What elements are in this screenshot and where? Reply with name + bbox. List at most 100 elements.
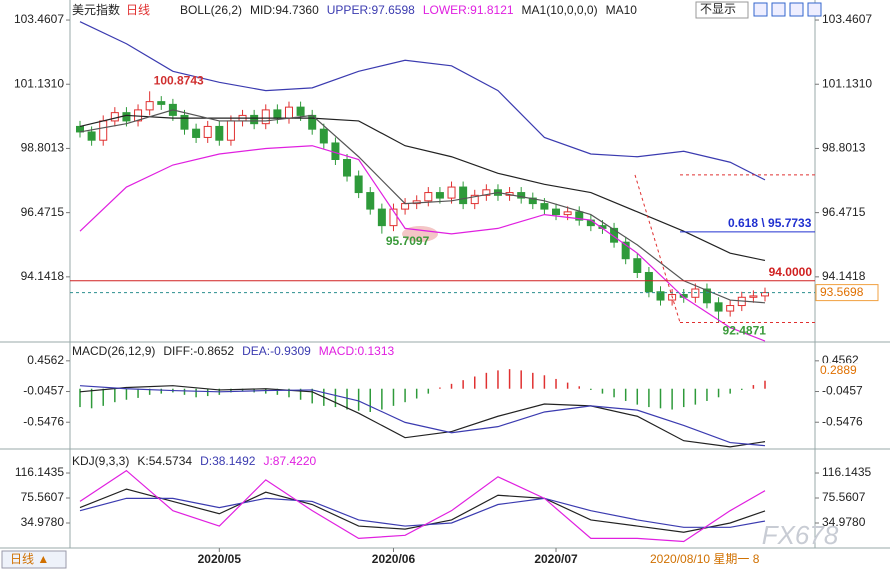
legend-entry: J:87.4220 <box>263 454 316 468</box>
y-tick-label: 75.5607 <box>822 490 866 504</box>
y-tick-label: 101.1310 <box>822 76 872 90</box>
y-tick-label: 75.5607 <box>21 490 65 504</box>
candle-body <box>401 203 410 210</box>
candle-body <box>517 192 526 199</box>
legend-entry: MACD(26,12,9) <box>72 344 155 358</box>
legend-entry: LOWER:91.8121 <box>423 3 514 17</box>
legend-entry: KDJ(9,3,3) <box>72 454 129 468</box>
value-marker: 0.2889 <box>820 363 857 377</box>
dropdown-label[interactable]: 不显示 <box>700 2 736 16</box>
legend-entry: DIFF:-0.8652 <box>163 344 234 358</box>
legend-entry: DEA:-0.9309 <box>242 344 311 358</box>
legend-entry: MACD:0.1313 <box>319 344 395 358</box>
candle-body <box>435 192 444 199</box>
candle-body <box>470 194 479 205</box>
y-tick-label: 34.9780 <box>21 515 65 529</box>
indicator-line <box>79 109 766 304</box>
candle-body <box>586 219 595 227</box>
candle-body <box>447 186 456 199</box>
candle-body <box>87 131 96 141</box>
candle-body <box>261 109 270 125</box>
candle-body <box>343 158 352 177</box>
candle-body <box>250 114 259 125</box>
candle-body <box>644 271 653 293</box>
y-tick-label: 0.4562 <box>27 353 64 367</box>
y-tick-label: -0.5476 <box>23 414 64 428</box>
candle-body <box>761 292 769 297</box>
indicator-line <box>79 145 766 342</box>
y-tick-label: 96.4715 <box>822 205 866 219</box>
highlight <box>402 226 438 242</box>
indicator-line <box>79 385 766 447</box>
current-price-box <box>815 284 879 302</box>
y-tick-label: 103.4607 <box>14 12 64 26</box>
indicator-line <box>79 469 766 543</box>
tool-icon[interactable] <box>771 2 786 17</box>
candle-body <box>203 125 212 138</box>
y-tick-label: 101.1310 <box>14 76 64 90</box>
y-tick-label: -0.5476 <box>822 414 863 428</box>
legend-entry: K:54.5734 <box>137 454 192 468</box>
tool-icon[interactable] <box>789 2 804 17</box>
x-tick-label: 2020/05 <box>198 552 242 566</box>
candle-body <box>377 208 386 227</box>
candle-body <box>424 192 433 202</box>
candle-body <box>482 189 491 196</box>
legend-entry: MA1(10,0,0,0) <box>522 3 598 17</box>
candle-body <box>122 112 131 122</box>
current-price-label: 93.5698 <box>820 285 864 299</box>
candle-body <box>354 175 363 194</box>
candle-body <box>192 128 201 138</box>
tool-icon[interactable] <box>753 2 768 17</box>
y-tick-label: 98.8013 <box>21 141 65 155</box>
candle-body <box>366 192 375 210</box>
candle-body <box>99 120 108 141</box>
extreme-label: 95.7097 <box>386 234 430 248</box>
period: 日线 <box>126 3 150 17</box>
candle-body <box>702 288 711 304</box>
candle-body <box>215 125 224 141</box>
y-tick-label: -0.0457 <box>822 384 863 398</box>
dropdown[interactable] <box>695 1 749 19</box>
candle-body <box>621 241 630 260</box>
fib-trend <box>634 174 681 323</box>
candle-body <box>145 101 154 111</box>
candle-body <box>633 258 642 273</box>
candle-body <box>528 197 537 205</box>
candle-body <box>331 142 340 160</box>
candle-body <box>552 208 561 216</box>
candle-body <box>226 120 235 141</box>
candle-body <box>284 106 293 119</box>
candle-body <box>110 112 119 122</box>
candle-body <box>273 109 282 119</box>
extreme-label: 92.4871 <box>723 324 767 338</box>
candle-body <box>749 295 758 298</box>
legend-entry: D:38.1492 <box>200 454 256 468</box>
y-tick-label: 98.8013 <box>822 141 866 155</box>
candle-body <box>726 305 735 312</box>
candle-body <box>610 227 619 243</box>
legend-entry: UPPER:97.6598 <box>327 3 415 17</box>
indicator-line <box>79 497 766 528</box>
y-tick-label: 116.1435 <box>15 465 64 479</box>
x-tick-label: 2020/06 <box>372 552 416 566</box>
extreme-label: 100.8743 <box>154 73 204 87</box>
y-tick-label: 94.1418 <box>21 269 65 283</box>
period-button[interactable] <box>1 550 67 569</box>
y-tick-label: -0.0457 <box>23 384 64 398</box>
indicator-line <box>79 385 766 448</box>
legend-entry: BOLL(26,2) <box>180 3 242 17</box>
indicator-line <box>79 114 766 262</box>
candle-body <box>459 186 468 205</box>
title: 美元指数 <box>72 2 120 17</box>
tool-icon[interactable] <box>807 2 822 17</box>
x-tick-label: 2020/07 <box>534 552 578 566</box>
candle-body <box>575 211 584 221</box>
period-button-label[interactable]: 日线 ▲ <box>10 552 49 566</box>
y-tick-label: 96.4715 <box>21 205 65 219</box>
legend-entry: MID:94.7360 <box>250 3 319 17</box>
resistance-label: 94.0000 <box>769 265 813 279</box>
y-tick-label: 94.1418 <box>822 269 866 283</box>
